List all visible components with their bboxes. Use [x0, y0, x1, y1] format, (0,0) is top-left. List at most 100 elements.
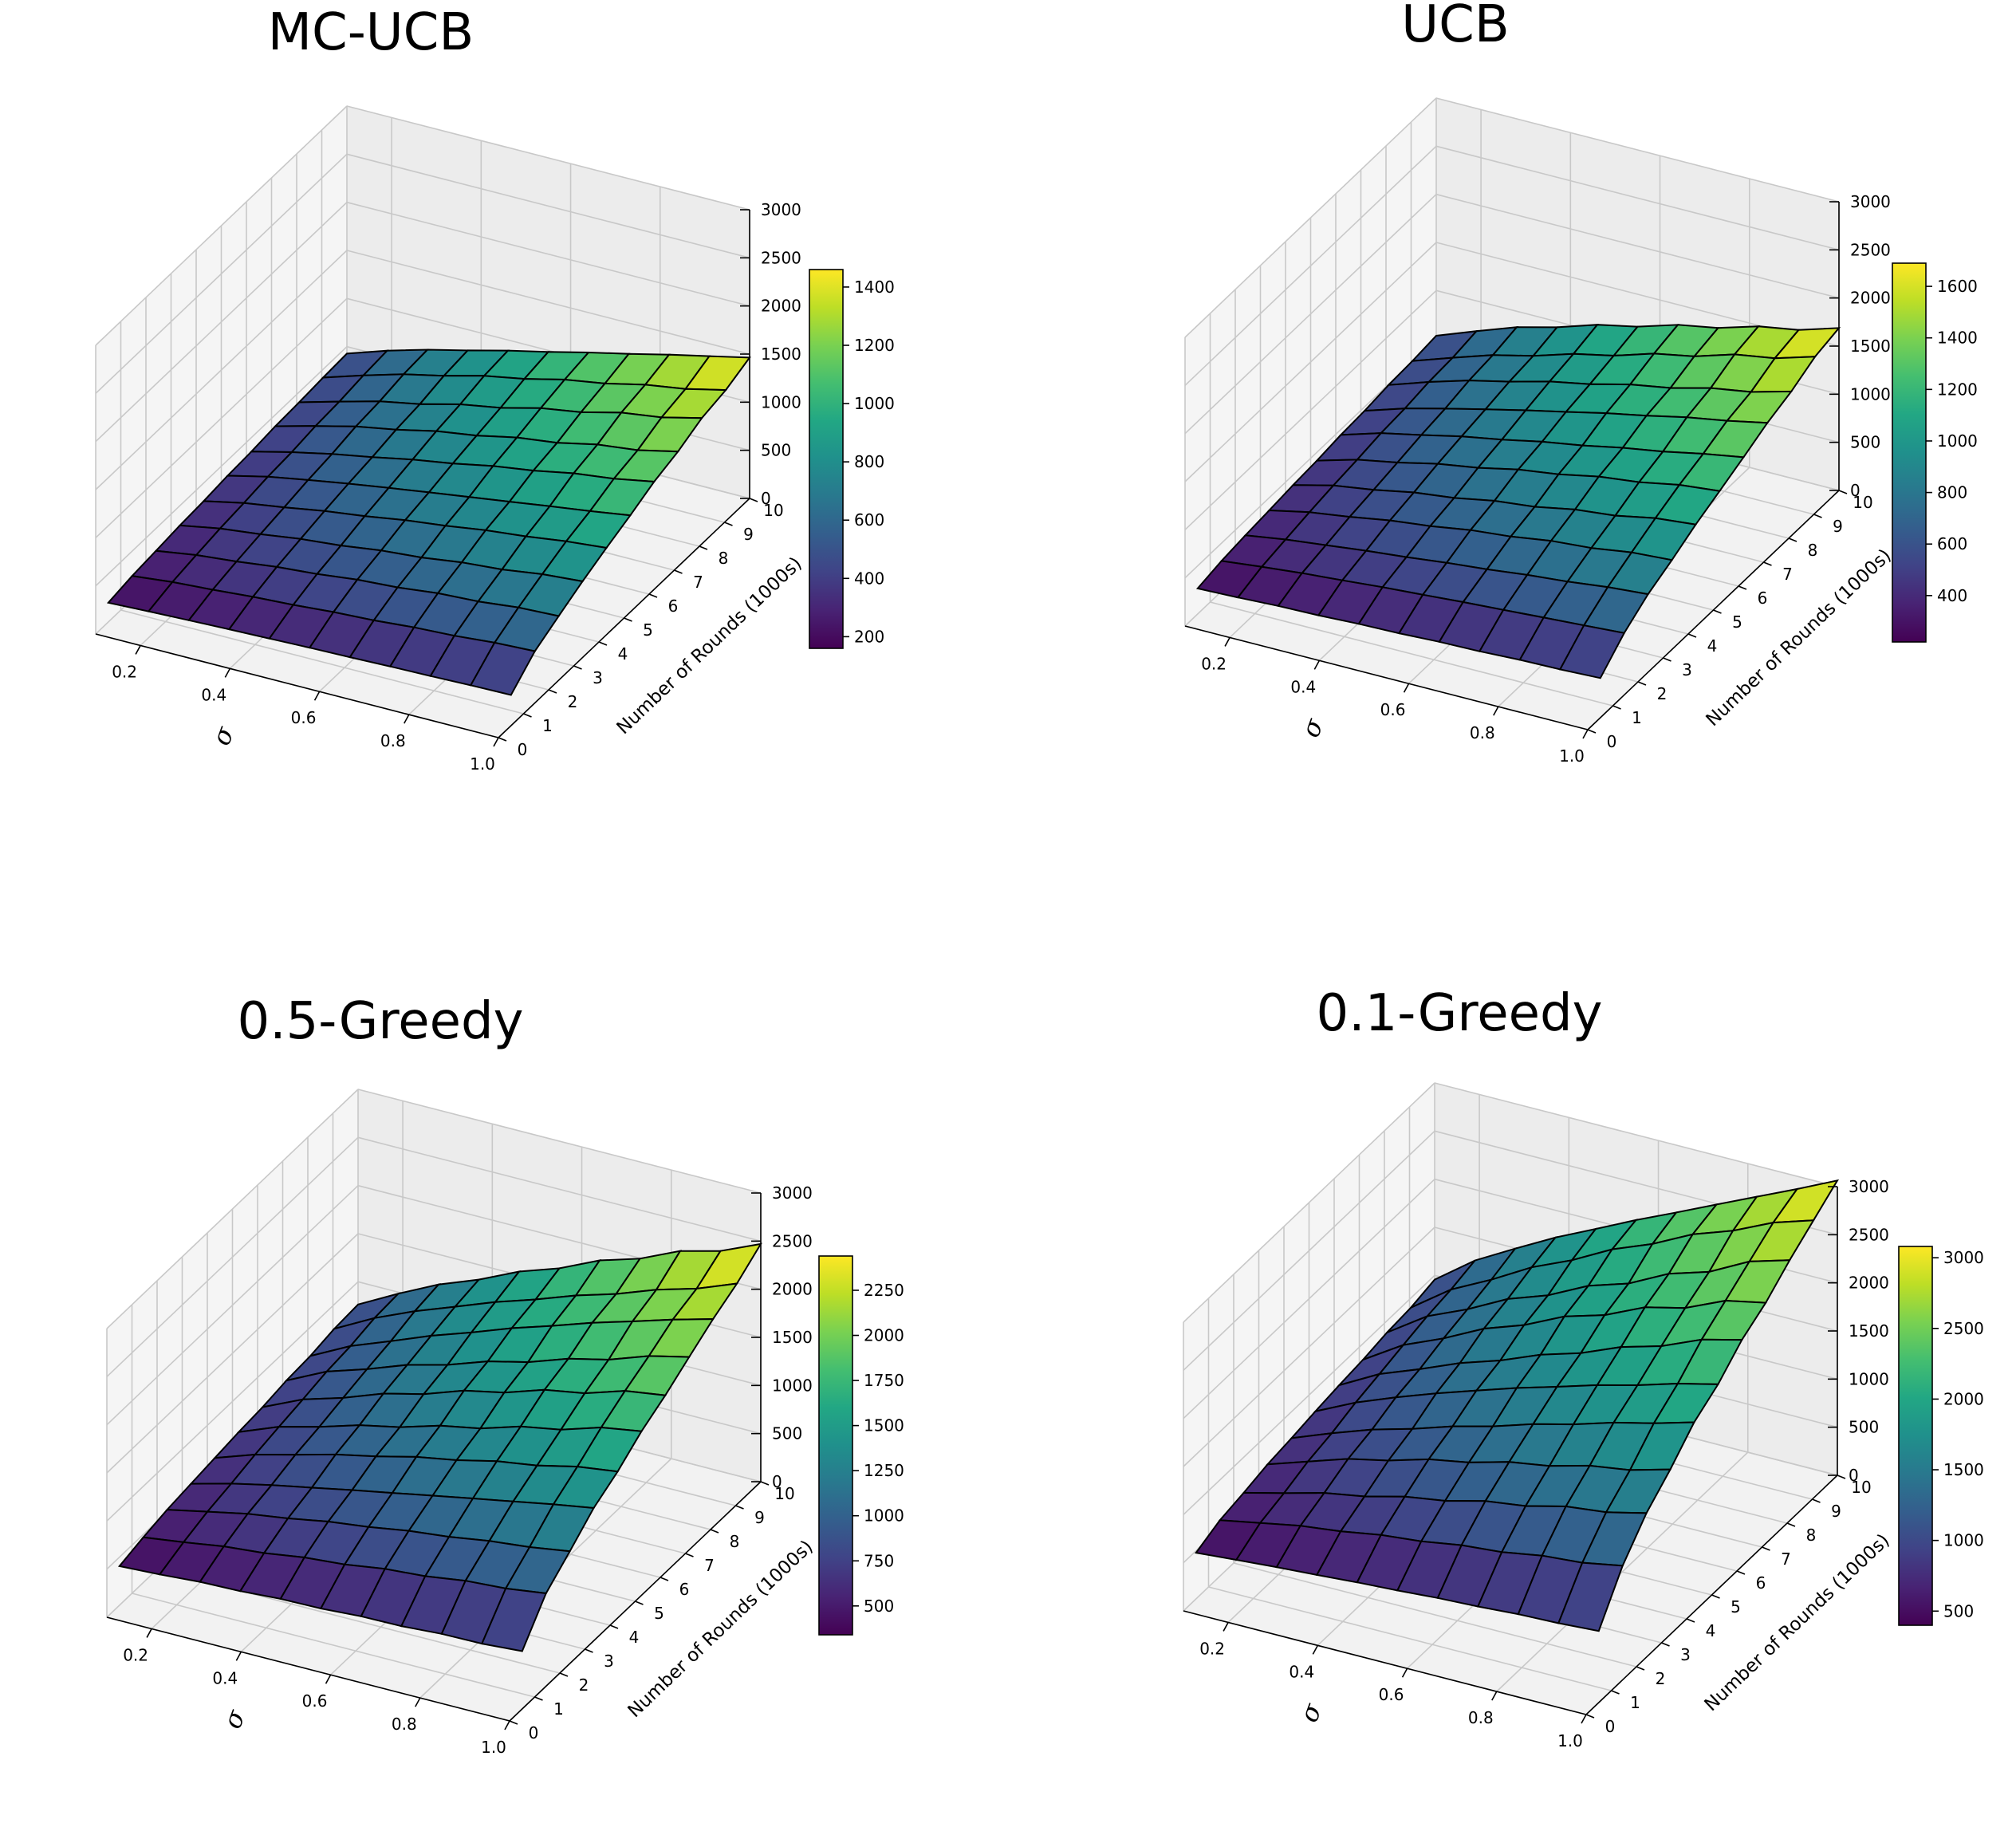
- x-axis-label: σ: [206, 722, 241, 750]
- colorbar-gradient: [819, 1256, 852, 1635]
- y-tick-mark: [749, 498, 758, 502]
- colorbar-tick-label: 1000: [1937, 431, 1978, 451]
- colorbar: 200 400 600 800 1000 1200 1400: [809, 269, 895, 649]
- x-tick-label: 0.8: [1468, 1708, 1494, 1727]
- y-tick-mark: [585, 1648, 593, 1653]
- y-tick-label: 3: [1680, 1645, 1691, 1664]
- y-tick-label: 0: [1607, 732, 1617, 751]
- y-tick-mark: [573, 665, 582, 670]
- y-tick-label: 9: [743, 525, 754, 544]
- z-tick-label: 3000: [1849, 1177, 1889, 1196]
- gridline-z-back: [346, 105, 750, 211]
- x-tick-mark: [1401, 1668, 1408, 1678]
- surface: [106, 348, 751, 696]
- x-tick-mark: [1224, 637, 1230, 647]
- gridline-z-back: [357, 1136, 762, 1242]
- colorbar-tick-label: 200: [854, 627, 884, 646]
- y-tick-label: 4: [629, 1628, 640, 1647]
- colorbar-gradient: [809, 270, 843, 648]
- y-tick-label: 9: [754, 1508, 765, 1527]
- y-tick-label: 10: [774, 1484, 794, 1503]
- y-tick-label: 4: [1707, 636, 1718, 656]
- gridline-z-left: [1183, 1227, 1435, 1467]
- colorbar-tick-label: 2000: [864, 1326, 904, 1345]
- z-tick-label: 1500: [761, 345, 801, 364]
- x-tick-label: 0.2: [1201, 654, 1227, 673]
- x-tick-label: 0.2: [1199, 1639, 1225, 1658]
- z-tick-label: 0: [1849, 1466, 1859, 1485]
- y-tick-label: 1: [553, 1699, 564, 1719]
- y-tick-mark: [624, 617, 632, 622]
- y-tick-label: 1: [542, 716, 553, 735]
- x-tick-mark: [146, 1628, 152, 1638]
- gridline-z-left: [95, 346, 348, 587]
- colorbar-tick-label: 1000: [1943, 1531, 1984, 1550]
- colorbar-tick-label: 3000: [1943, 1248, 1984, 1267]
- x-tick-mark: [1312, 1644, 1319, 1655]
- y-tick-mark: [1738, 585, 1747, 590]
- y-tick-mark: [1612, 705, 1621, 710]
- x-tick-mark: [235, 1651, 242, 1661]
- gridline-z-left: [1184, 194, 1437, 435]
- y-tick-label: 10: [1853, 493, 1872, 512]
- y-tick-mark: [1663, 657, 1671, 662]
- chart-title: 0.5-Greedy: [238, 992, 524, 1051]
- y-tick-mark: [534, 1696, 543, 1701]
- y-tick-mark: [1763, 561, 1772, 566]
- colorbar: 400 600 800 1000 1200 1400 1600: [1892, 262, 1978, 643]
- z-tick-label: 2500: [1849, 1225, 1889, 1244]
- y-tick-label: 1: [1632, 708, 1642, 727]
- z-tick-label: 2000: [772, 1280, 813, 1299]
- gridline-z-left: [106, 1233, 359, 1474]
- y-tick-label: 9: [1833, 517, 1843, 536]
- z-tick-label: 500: [761, 441, 791, 460]
- y-tick-label: 2: [1656, 1669, 1666, 1688]
- gridline-y-floor: [1208, 1586, 1612, 1691]
- gridline-z-left: [1184, 145, 1437, 386]
- x-tick-mark: [224, 667, 231, 678]
- gridline-z-left: [1184, 242, 1437, 482]
- chart-title: MC-UCB: [268, 3, 474, 62]
- z-tick-label: 2500: [1850, 240, 1891, 259]
- x-tick-mark: [415, 1697, 421, 1707]
- y-tick-label: 5: [654, 1604, 664, 1623]
- gridline-z-left: [95, 202, 348, 443]
- gridline-z-left: [95, 250, 348, 490]
- y-tick-mark: [1687, 633, 1697, 638]
- gridline-z-back: [1435, 145, 1840, 251]
- z-tick-label: 1000: [1850, 384, 1891, 404]
- x-tick-mark: [1403, 683, 1410, 693]
- y-tick-label: 4: [1706, 1621, 1716, 1640]
- colorbar-tick-label: 800: [1937, 483, 1967, 502]
- z-tick-label: 500: [1850, 433, 1880, 452]
- y-tick-label: 7: [1781, 1549, 1791, 1569]
- x-axis-label: σ: [217, 1705, 252, 1733]
- z-tick-label: 1000: [772, 1376, 813, 1395]
- gridline-z-back: [346, 153, 750, 259]
- y-tick-mark: [1637, 681, 1647, 686]
- y-tick-mark: [1837, 1475, 1846, 1479]
- y-tick-mark: [760, 1481, 770, 1486]
- y-tick-mark: [685, 1553, 694, 1557]
- colorbar-frame: [818, 1255, 853, 1636]
- y-tick-mark: [523, 713, 532, 718]
- x-tick-label: 0.6: [291, 708, 317, 727]
- colorbar-tick-label: 500: [1943, 1601, 1974, 1620]
- y-tick-label: 1: [1630, 1693, 1640, 1712]
- colorbar-frame: [1892, 262, 1927, 643]
- y-tick-mark: [498, 737, 507, 742]
- y-tick-label: 7: [704, 1556, 715, 1575]
- x-tick-mark: [1313, 660, 1321, 670]
- x-axis-line: [106, 1616, 510, 1722]
- x-axis-label: σ: [1295, 714, 1330, 742]
- y-tick-mark: [735, 1505, 744, 1510]
- y-tick-label: 8: [1806, 1526, 1817, 1545]
- gridline-z-left: [1183, 1179, 1435, 1419]
- y-tick-mark: [559, 1672, 569, 1677]
- colorbar-tick-label: 400: [854, 569, 884, 588]
- y-tick-label: 7: [693, 573, 703, 592]
- colorbar-tick-label: 1500: [864, 1416, 904, 1435]
- colorbar-tick-label: 600: [1937, 534, 1967, 553]
- gridline-z-left: [95, 297, 348, 538]
